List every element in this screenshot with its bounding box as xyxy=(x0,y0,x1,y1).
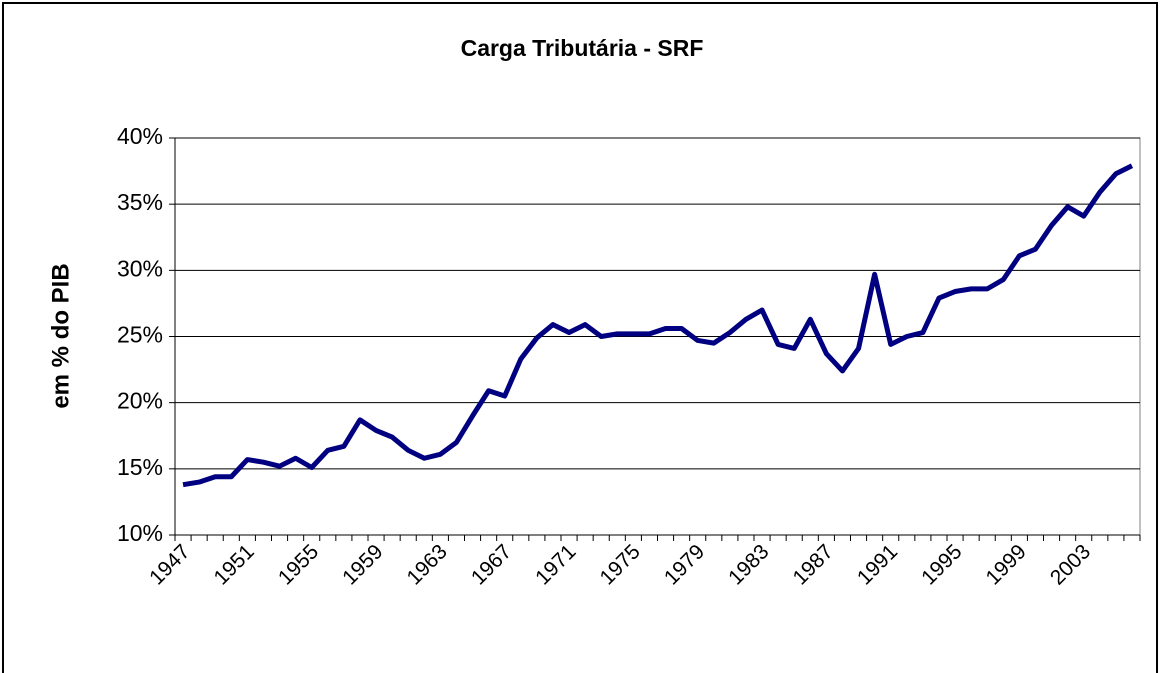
y-tick-label: 30% xyxy=(117,255,163,281)
y-axis-label: em % do PIB xyxy=(47,263,74,408)
y-tick-label: 20% xyxy=(117,388,163,414)
data-line xyxy=(182,163,1134,488)
y-tick-label: 15% xyxy=(117,454,163,480)
y-tick-label: 10% xyxy=(117,520,163,546)
y-tick-label: 35% xyxy=(117,189,163,215)
y-tick-label: 25% xyxy=(117,322,163,348)
y-tick-label: 40% xyxy=(117,123,163,149)
chart-title: Carga Tributária - SRF xyxy=(461,35,704,61)
